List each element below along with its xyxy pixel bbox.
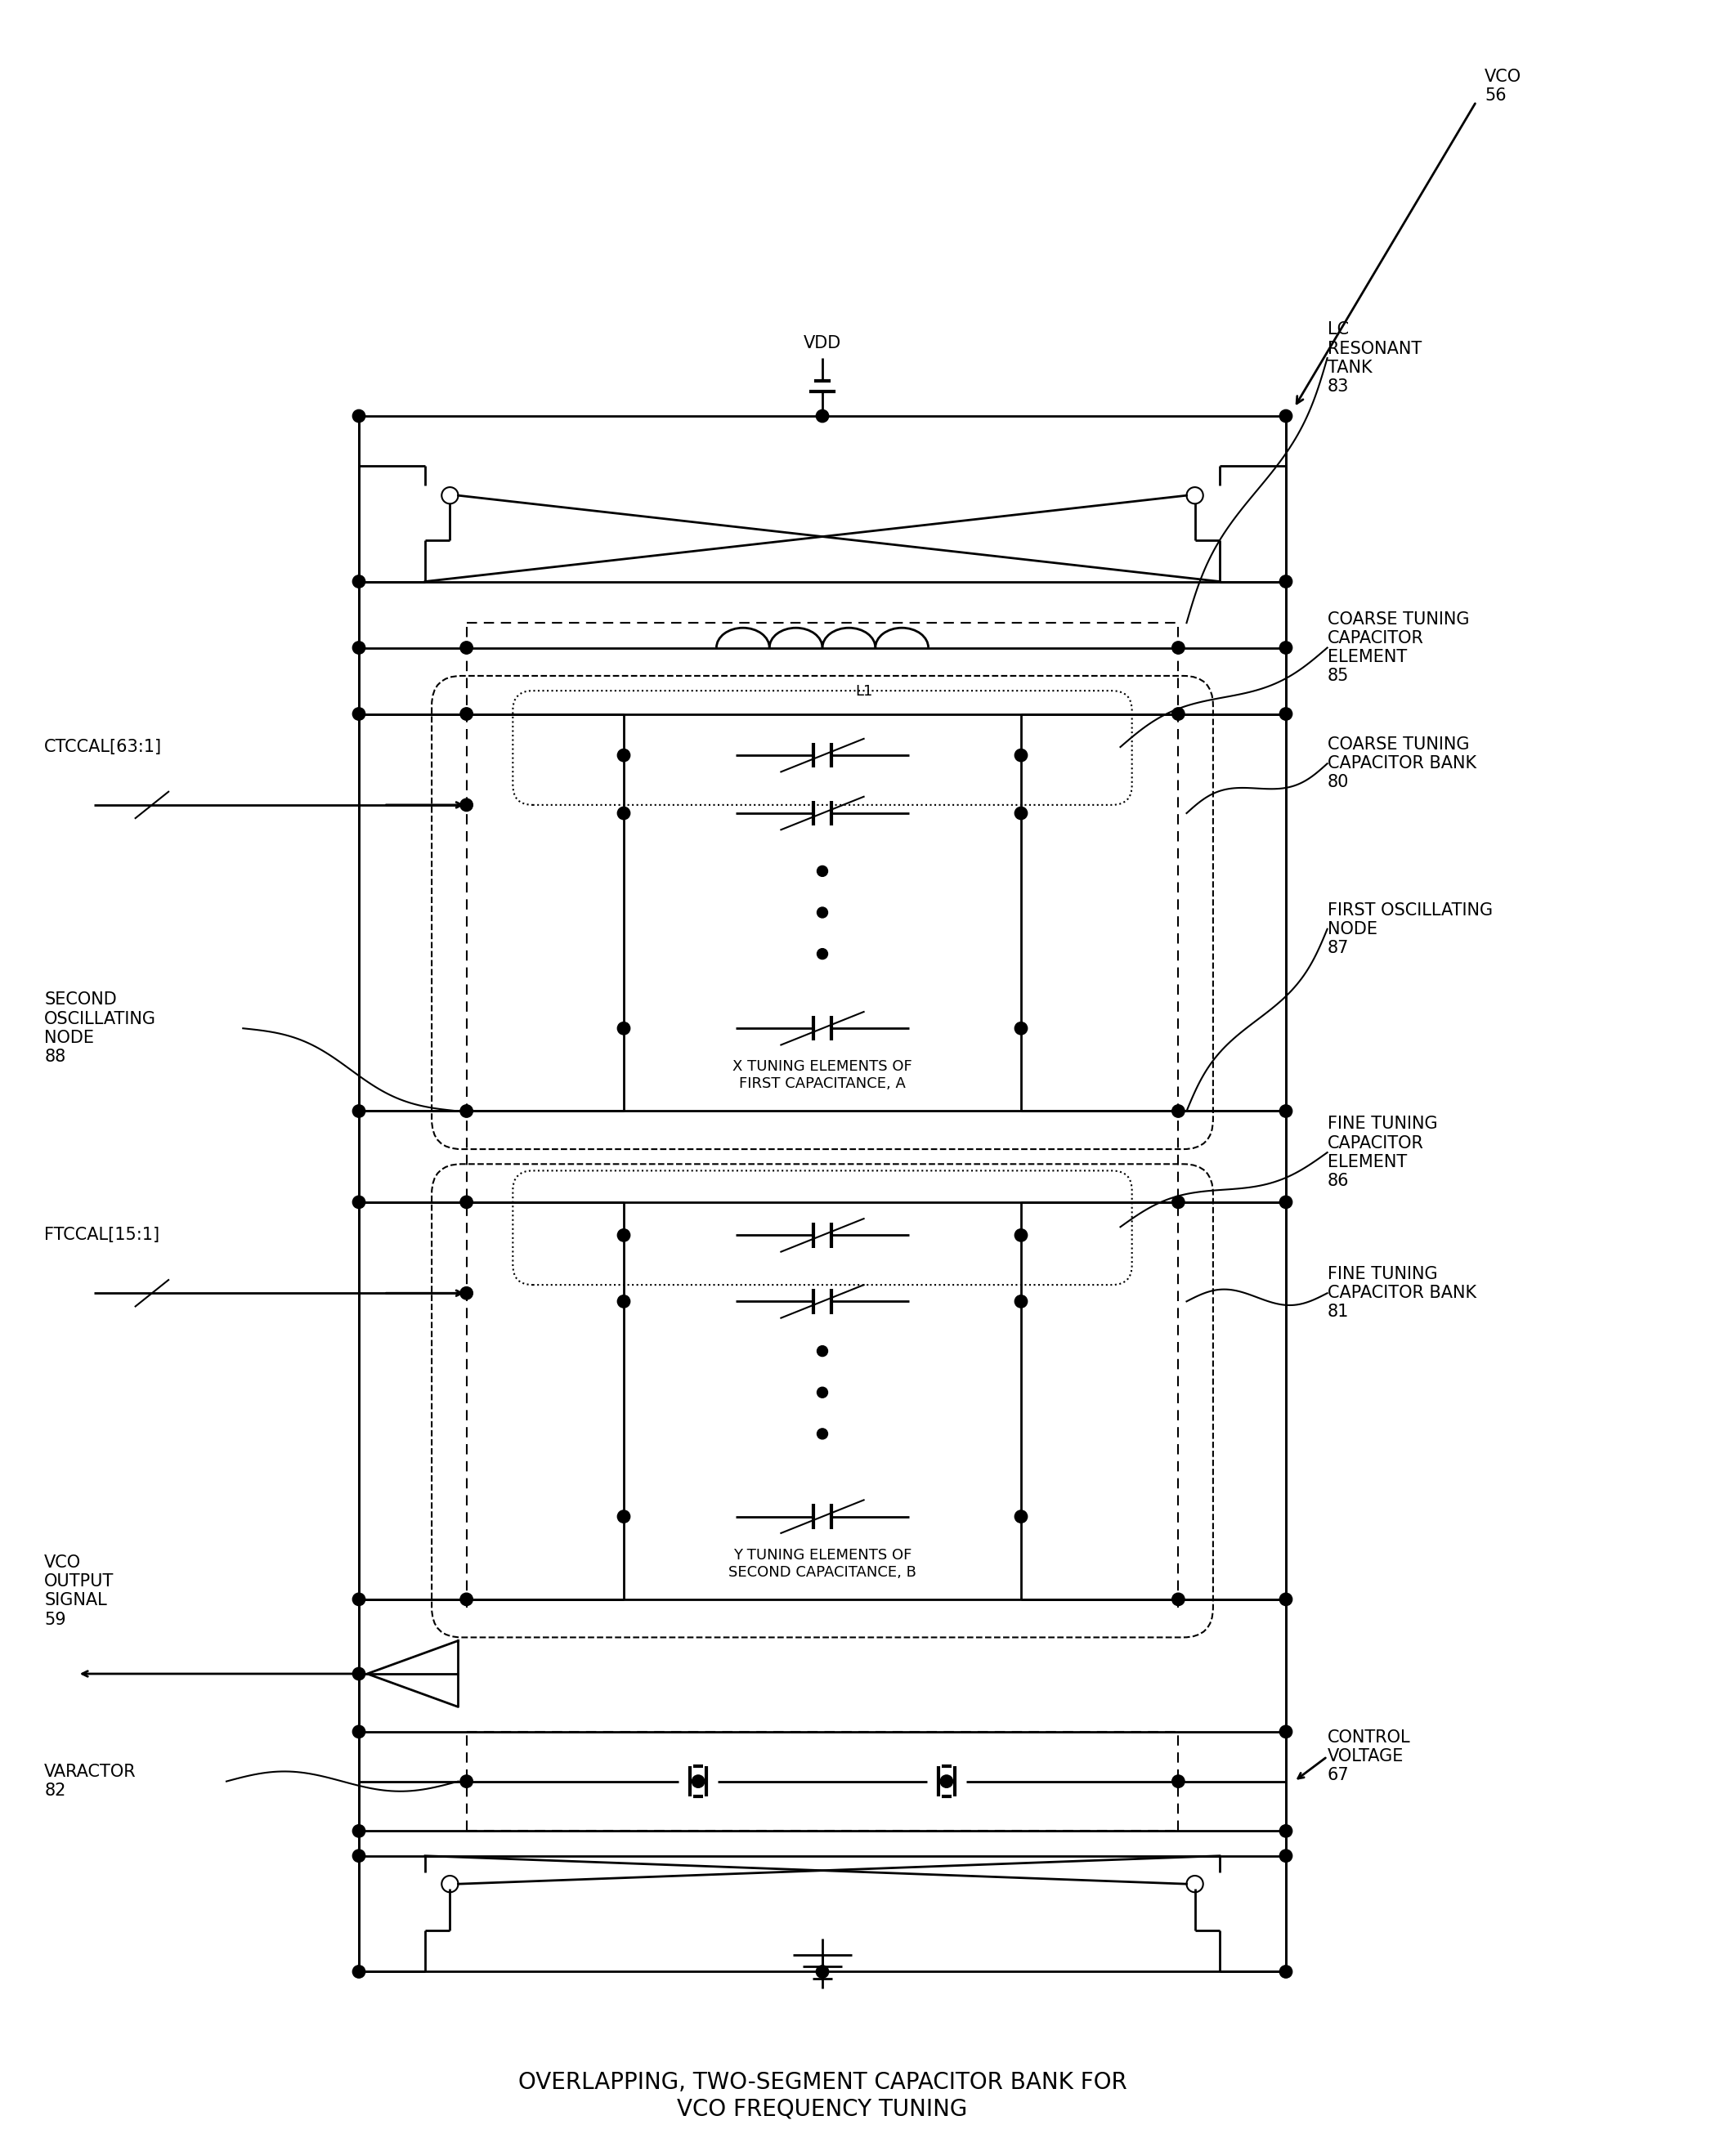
Circle shape xyxy=(352,707,364,720)
Circle shape xyxy=(818,1429,828,1438)
Circle shape xyxy=(1280,1725,1292,1738)
Text: VCO
OUTPUT
SIGNAL
59: VCO OUTPUT SIGNAL 59 xyxy=(44,1554,115,1628)
Circle shape xyxy=(352,576,364,589)
Text: X TUNING ELEMENTS OF
FIRST CAPACITANCE, A: X TUNING ELEMENTS OF FIRST CAPACITANCE, … xyxy=(732,1059,912,1091)
Text: FIRST OSCILLATING
NODE
87: FIRST OSCILLATING NODE 87 xyxy=(1328,901,1492,957)
Text: L1: L1 xyxy=(856,683,873,699)
Circle shape xyxy=(816,410,828,423)
Text: FINE TUNING
CAPACITOR BANK
81: FINE TUNING CAPACITOR BANK 81 xyxy=(1328,1266,1477,1319)
Circle shape xyxy=(1015,1509,1027,1522)
Circle shape xyxy=(1280,1824,1292,1837)
Circle shape xyxy=(818,949,828,959)
Circle shape xyxy=(1015,1229,1027,1242)
Text: VARACTOR
82: VARACTOR 82 xyxy=(44,1764,137,1798)
Circle shape xyxy=(460,798,472,811)
Circle shape xyxy=(1015,748,1027,761)
Circle shape xyxy=(460,1104,472,1117)
Text: FINE TUNING
CAPACITOR
ELEMENT
86: FINE TUNING CAPACITOR ELEMENT 86 xyxy=(1328,1117,1437,1190)
Text: COARSE TUNING
CAPACITOR BANK
80: COARSE TUNING CAPACITOR BANK 80 xyxy=(1328,737,1477,791)
Circle shape xyxy=(1172,642,1184,653)
Circle shape xyxy=(618,1509,630,1522)
Circle shape xyxy=(352,1593,364,1606)
Circle shape xyxy=(1280,576,1292,589)
Circle shape xyxy=(1280,1104,1292,1117)
Circle shape xyxy=(1280,1850,1292,1863)
Circle shape xyxy=(618,806,630,819)
Text: FTCCAL[15:1]: FTCCAL[15:1] xyxy=(44,1227,159,1244)
Text: OVERLAPPING, TWO-SEGMENT CAPACITOR BANK FOR
VCO FREQUENCY TUNING: OVERLAPPING, TWO-SEGMENT CAPACITOR BANK … xyxy=(518,2072,1128,2122)
Text: CONTROL
VOLTAGE
67: CONTROL VOLTAGE 67 xyxy=(1328,1729,1410,1783)
Circle shape xyxy=(352,1197,364,1207)
Circle shape xyxy=(1172,707,1184,720)
Circle shape xyxy=(352,1667,364,1680)
Circle shape xyxy=(1172,1774,1184,1787)
Circle shape xyxy=(1015,1296,1027,1309)
Circle shape xyxy=(460,1197,472,1207)
Circle shape xyxy=(352,1850,364,1863)
Circle shape xyxy=(352,1966,364,1977)
Text: COARSE TUNING
CAPACITOR
ELEMENT
85: COARSE TUNING CAPACITOR ELEMENT 85 xyxy=(1328,610,1470,683)
Text: VCO
56: VCO 56 xyxy=(1485,69,1521,103)
Circle shape xyxy=(460,1774,472,1787)
Circle shape xyxy=(352,1824,364,1837)
Circle shape xyxy=(1280,1593,1292,1606)
Circle shape xyxy=(460,707,472,720)
Circle shape xyxy=(1280,410,1292,423)
Circle shape xyxy=(1280,642,1292,653)
Circle shape xyxy=(818,908,828,918)
Text: Y TUNING ELEMENTS OF
SECOND CAPACITANCE, B: Y TUNING ELEMENTS OF SECOND CAPACITANCE,… xyxy=(729,1548,917,1580)
Circle shape xyxy=(1015,1022,1027,1035)
Circle shape xyxy=(460,1287,472,1300)
Circle shape xyxy=(352,642,364,653)
Circle shape xyxy=(1280,1197,1292,1207)
Circle shape xyxy=(1015,806,1027,819)
Circle shape xyxy=(818,1386,828,1397)
Circle shape xyxy=(352,1725,364,1738)
Text: VDD: VDD xyxy=(804,334,842,351)
Circle shape xyxy=(460,642,472,653)
Circle shape xyxy=(1280,1966,1292,1977)
Circle shape xyxy=(618,1229,630,1242)
Circle shape xyxy=(618,1296,630,1309)
Text: LC
RESONANT
TANK
83: LC RESONANT TANK 83 xyxy=(1328,321,1422,395)
Circle shape xyxy=(816,1966,828,1977)
Text: SECOND
OSCILLATING
NODE
88: SECOND OSCILLATING NODE 88 xyxy=(44,992,156,1065)
Circle shape xyxy=(352,410,364,423)
Circle shape xyxy=(460,1593,472,1606)
Circle shape xyxy=(941,1774,953,1787)
Text: CTCCAL[63:1]: CTCCAL[63:1] xyxy=(44,740,163,755)
Circle shape xyxy=(691,1774,705,1787)
Circle shape xyxy=(618,748,630,761)
Circle shape xyxy=(1172,1104,1184,1117)
Circle shape xyxy=(1172,1197,1184,1207)
Circle shape xyxy=(1172,1593,1184,1606)
Circle shape xyxy=(618,1022,630,1035)
Circle shape xyxy=(818,867,828,877)
Circle shape xyxy=(1280,707,1292,720)
Circle shape xyxy=(818,1345,828,1356)
Circle shape xyxy=(352,1104,364,1117)
